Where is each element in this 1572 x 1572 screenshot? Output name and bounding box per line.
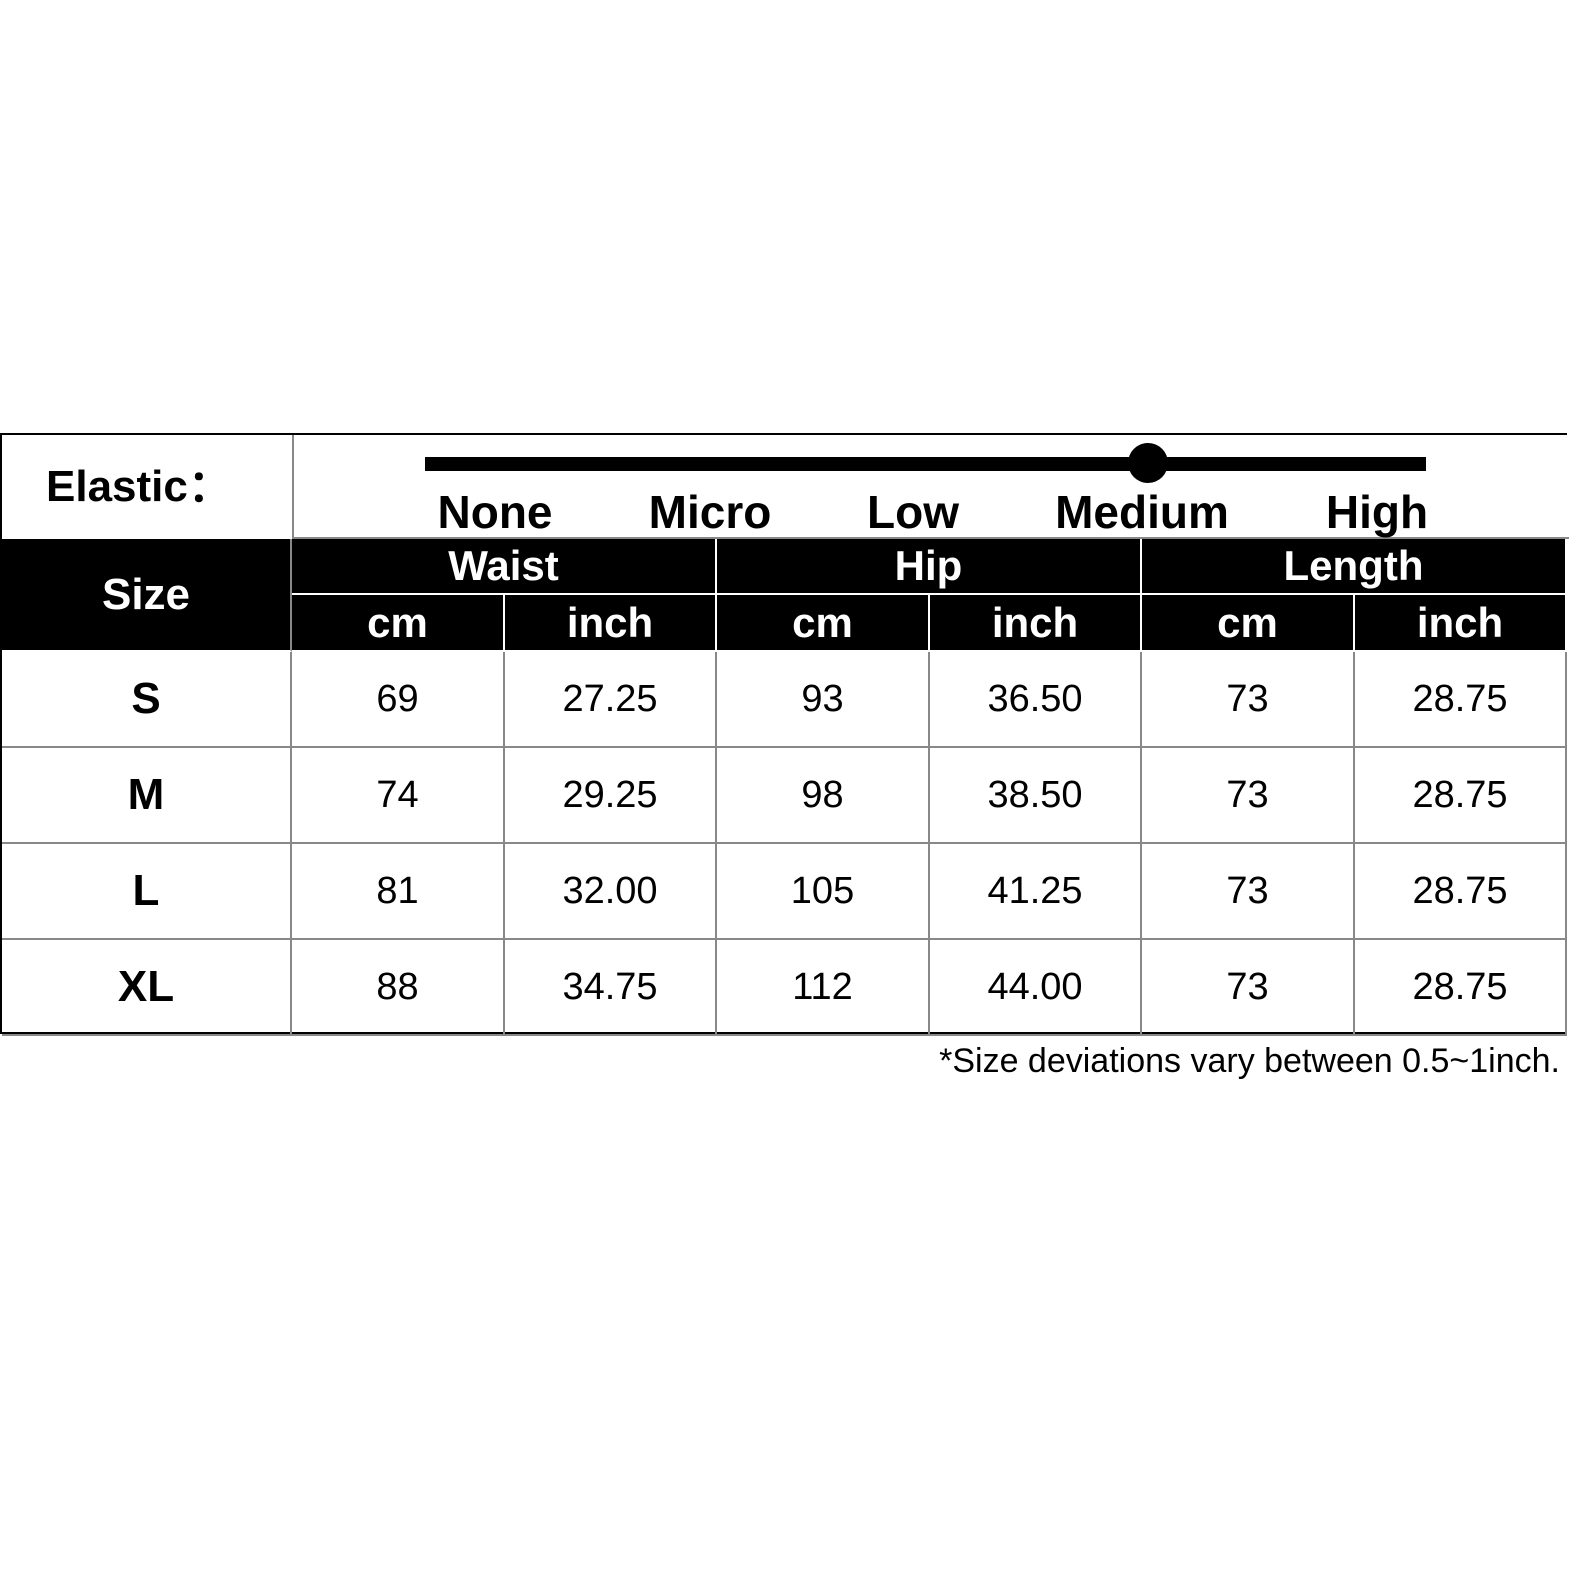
table-cell: 73: [1142, 652, 1355, 748]
elastic-scale: None Micro Low Medium High: [294, 435, 1569, 539]
table-cell: 73: [1142, 748, 1355, 844]
table-cell: 34.75: [505, 940, 717, 1036]
table-cell: 112: [717, 940, 930, 1036]
table-cell: 28.75: [1355, 844, 1567, 940]
table-cell: 98: [717, 748, 930, 844]
unit-header: cm: [292, 595, 505, 652]
table-cell: 105: [717, 844, 930, 940]
size-label: L: [2, 844, 292, 940]
elastic-level-low: Low: [867, 486, 959, 538]
unit-header: cm: [717, 595, 930, 652]
table-cell: 28.75: [1355, 940, 1567, 1036]
elastic-level-none: None: [437, 486, 553, 538]
table-cell: 32.00: [505, 844, 717, 940]
elastic-level-micro: Micro: [648, 486, 772, 538]
unit-header: inch: [505, 595, 717, 652]
group-header-waist: Waist: [292, 539, 717, 595]
table-cell: 44.00: [930, 940, 1142, 1036]
group-header-length: Length: [1142, 539, 1567, 595]
unit-header: inch: [930, 595, 1142, 652]
size-chart-table: Elastic： None Micro Low Medium High Size Wais…: [0, 433, 1569, 1036]
table-cell: 93: [717, 652, 930, 748]
table-cell: 73: [1142, 940, 1355, 1036]
size-label: M: [2, 748, 292, 844]
table-cell: 74: [292, 748, 505, 844]
elastic-level-high: High: [1325, 486, 1429, 538]
table-cell: 38.50: [930, 748, 1142, 844]
elastic-scale-marker: [1128, 443, 1168, 483]
table-cell: 41.25: [930, 844, 1142, 940]
table-cell: 69: [292, 652, 505, 748]
table-cell: 88: [292, 940, 505, 1036]
unit-header: cm: [1142, 595, 1355, 652]
size-label: S: [2, 652, 292, 748]
size-deviation-note: *Size deviations vary between 0.5~1inch.: [939, 1042, 1560, 1080]
table-cell: 81: [292, 844, 505, 940]
table-cell: 28.75: [1355, 748, 1567, 844]
table-cell: 27.25: [505, 652, 717, 748]
size-label: XL: [2, 940, 292, 1036]
unit-header: inch: [1355, 595, 1567, 652]
size-header: Size: [2, 539, 292, 652]
table-cell: 29.25: [505, 748, 717, 844]
table-cell: 73: [1142, 844, 1355, 940]
group-header-hip: Hip: [717, 539, 1142, 595]
elastic-label: Elastic：: [2, 435, 294, 539]
elastic-scale-bar: [425, 457, 1426, 471]
table-cell: 36.50: [930, 652, 1142, 748]
table-cell: 28.75: [1355, 652, 1567, 748]
elastic-level-medium: Medium: [1055, 486, 1229, 538]
